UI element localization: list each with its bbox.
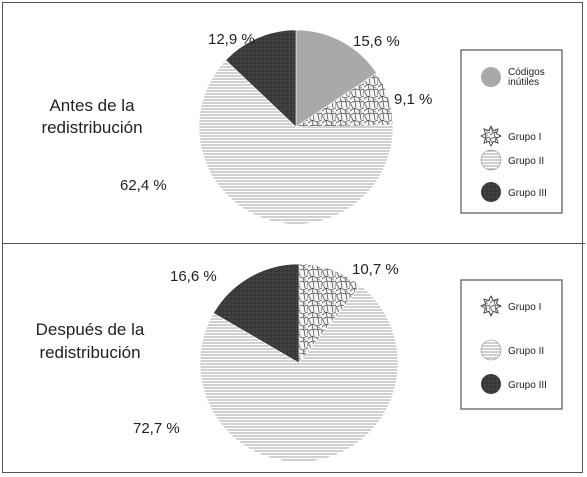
chart-title: Después de la redistribución xyxy=(36,320,145,362)
pie-chart-2: Después de la redistribución 10,7 % 72,7 % 1… xyxy=(36,261,563,463)
data-label-grupo-ii: 62,4 % xyxy=(120,177,167,194)
data-label-grupo-iii: 16,6 % xyxy=(170,268,217,285)
legend-swatch-grupo-ii xyxy=(480,149,502,171)
legend-box xyxy=(460,279,563,410)
legend-label-grupo-i: Grupo I xyxy=(508,302,541,313)
legend-swatch-grupo-iii xyxy=(481,182,501,202)
pie-slice-grupo-iii xyxy=(213,263,300,364)
legend: Códigos inútiles Grupo I Grupo II Grupo III xyxy=(460,49,563,214)
pie-slice-grupo-ii xyxy=(199,285,399,463)
data-label-codigos-inutiles: 15,6 % xyxy=(353,33,400,50)
legend-label-grupo-iii: Grupo III xyxy=(508,188,547,199)
chart-frame xyxy=(2,2,583,473)
legend-label-grupo-iii: Grupo III xyxy=(508,380,547,391)
legend-swatch-codigos-inutiles xyxy=(481,67,501,87)
legend-label-grupo-ii: Grupo II xyxy=(508,346,544,357)
pie-chart-1: Antes de la redistribución 15,6 % 9,1 % 62,4… xyxy=(41,29,563,225)
panel-divider xyxy=(2,243,585,244)
legend-swatch-grupo-ii xyxy=(480,339,502,361)
legend-box xyxy=(460,49,563,214)
pie-slice-grupo-ii xyxy=(198,59,394,225)
legend-swatch-grupo-iii xyxy=(481,374,501,394)
legend-label-codigos-inutiles: Códigos inútiles xyxy=(508,67,545,88)
chart-title: Antes de la redistribución xyxy=(41,96,142,137)
legend-swatch-grupo-i xyxy=(480,125,502,147)
data-label-grupo-i: 10,7 % xyxy=(352,261,399,278)
data-label-grupo-iii: 12,9 % xyxy=(208,31,255,48)
pie-slice-grupo-i xyxy=(298,263,362,364)
legend-swatch-grupo-i xyxy=(480,295,502,317)
legend-label-grupo-ii: Grupo II xyxy=(508,156,544,167)
data-label-grupo-i: 9,1 % xyxy=(394,91,432,108)
legend: Grupo I Grupo II Grupo III xyxy=(460,279,563,410)
data-label-grupo-ii: 72,7 % xyxy=(133,420,180,437)
pie-slice-codigos-inutiles xyxy=(295,29,377,128)
pie-slice-grupo-iii xyxy=(225,29,297,128)
legend-label-grupo-i: Grupo I xyxy=(508,132,541,143)
